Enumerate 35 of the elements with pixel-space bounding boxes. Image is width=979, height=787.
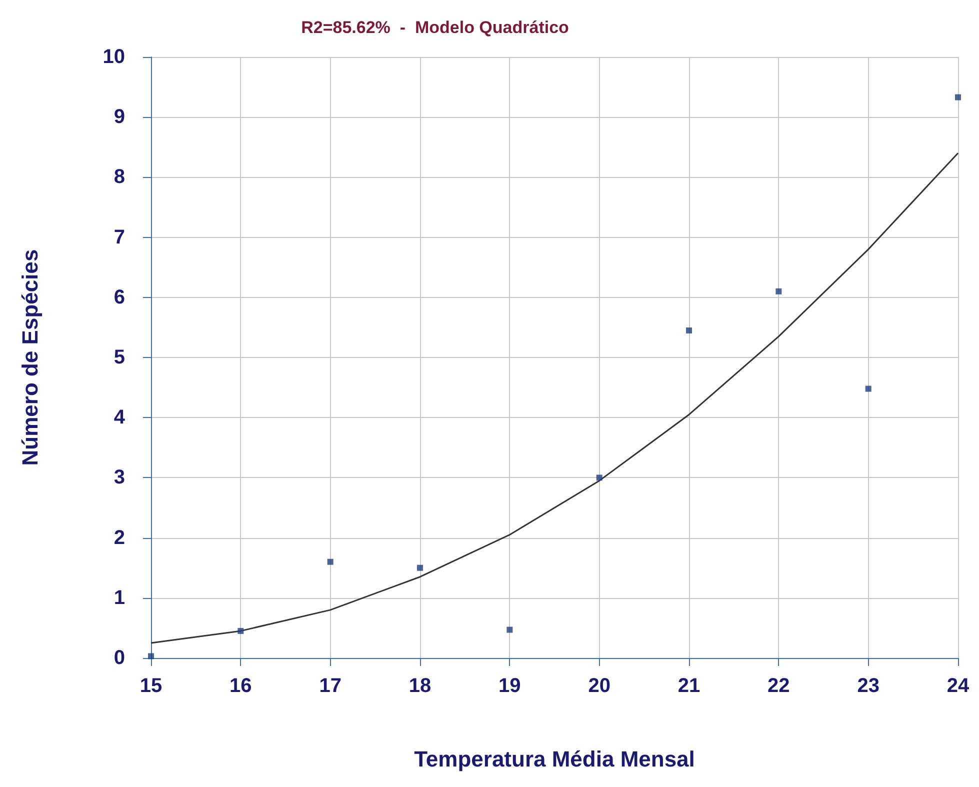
x-tick-label: 20 bbox=[588, 675, 610, 697]
x-tick-label: 19 bbox=[498, 675, 521, 697]
y-tick-label: 10 bbox=[102, 46, 125, 68]
point bbox=[865, 386, 872, 392]
x-axis-title: Temperatura Média Mensal bbox=[414, 746, 695, 772]
y-tick-label: 5 bbox=[114, 346, 125, 368]
point bbox=[238, 628, 244, 634]
x-tick-label: 21 bbox=[678, 675, 700, 697]
x-tick-label: 16 bbox=[230, 675, 252, 697]
point bbox=[955, 94, 961, 100]
y-tick-label: 0 bbox=[114, 647, 125, 669]
x-tick-label: 18 bbox=[408, 675, 432, 697]
point bbox=[417, 564, 423, 571]
y-tick-label: 8 bbox=[114, 166, 125, 188]
y-tick-label: 4 bbox=[114, 406, 126, 429]
point bbox=[327, 558, 334, 565]
chart-title: R2=85.62% - Modelo Quadrático bbox=[301, 18, 569, 37]
x-tick-label: 22 bbox=[768, 675, 790, 697]
point bbox=[596, 474, 602, 481]
x-tick-label: 17 bbox=[319, 675, 342, 697]
line-series bbox=[150, 152, 959, 644]
y-tick-label: 9 bbox=[114, 106, 125, 128]
x-tick-label: 15 bbox=[140, 675, 162, 697]
y-tick-label: 2 bbox=[114, 526, 125, 549]
x-tick-label: 24 bbox=[946, 675, 970, 697]
point bbox=[776, 288, 782, 294]
point bbox=[506, 626, 513, 633]
point bbox=[686, 327, 692, 334]
y-tick-label: 7 bbox=[114, 226, 125, 248]
y-tick-label: 1 bbox=[114, 586, 125, 609]
y-axis-title: Número de Espécies bbox=[18, 249, 42, 466]
y-tick-label: 3 bbox=[114, 466, 125, 489]
x-tick-label: 23 bbox=[857, 675, 880, 697]
y-tick-label: 6 bbox=[114, 286, 125, 308]
point bbox=[148, 653, 154, 660]
